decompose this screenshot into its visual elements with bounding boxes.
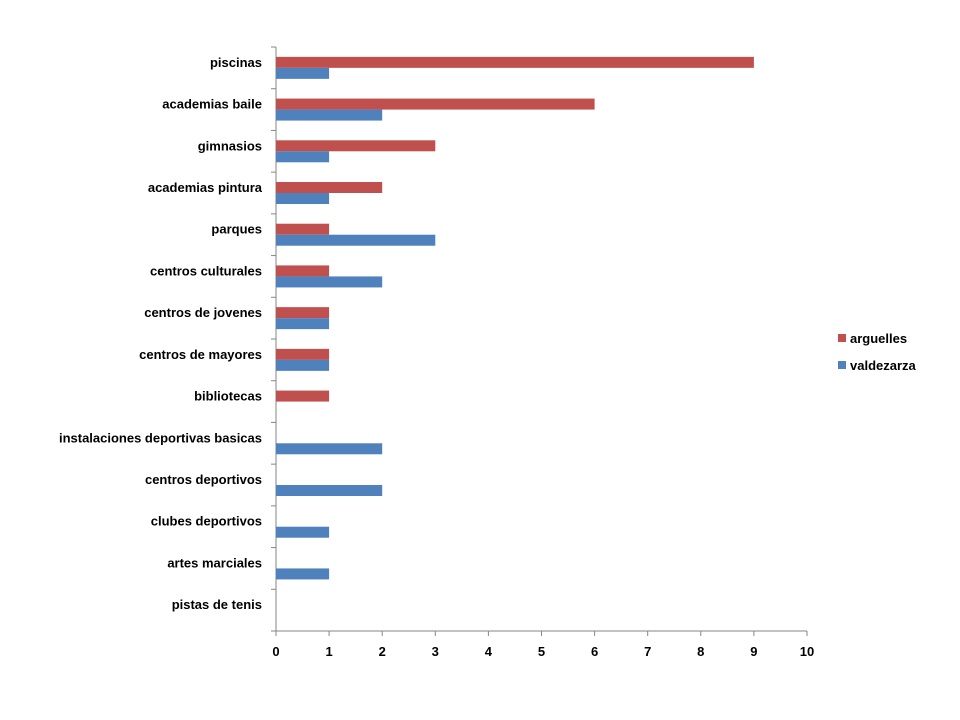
category-label: centros culturales <box>150 263 262 278</box>
bar-valdezarza <box>276 443 383 455</box>
bar-arguelles <box>276 348 330 360</box>
x-tick-label: 10 <box>800 644 814 659</box>
category-label: pistas de tenis <box>172 597 262 612</box>
bar-valdezarza <box>276 568 330 580</box>
category-label: clubes deportivos <box>151 514 262 529</box>
bar-arguelles <box>276 56 754 68</box>
legend-label-valdezarza: valdezarza <box>850 358 917 373</box>
category-label: gimnasios <box>198 138 262 153</box>
bar-valdezarza <box>276 318 330 330</box>
x-tick-label: 7 <box>644 644 651 659</box>
category-label: piscinas <box>210 55 262 70</box>
category-label: academias baile <box>162 97 262 112</box>
legend-swatch-arguelles <box>838 334 846 342</box>
x-tick-label: 2 <box>379 644 386 659</box>
bar-arguelles <box>276 140 436 152</box>
x-tick-label: 3 <box>432 644 439 659</box>
bar-arguelles <box>276 307 330 319</box>
bar-arguelles <box>276 265 330 277</box>
x-tick-label: 6 <box>591 644 598 659</box>
bar-arguelles <box>276 98 595 110</box>
x-tick-label: 1 <box>325 644 332 659</box>
category-label: artes marciales <box>167 555 262 570</box>
category-label: parques <box>211 222 262 237</box>
bar-valdezarza <box>276 109 383 121</box>
x-tick-label: 5 <box>538 644 545 659</box>
category-label: centros deportivos <box>145 472 262 487</box>
x-tick-label: 9 <box>750 644 757 659</box>
bar-valdezarza <box>276 151 330 163</box>
bar-valdezarza <box>276 526 330 538</box>
bar-valdezarza <box>276 234 436 246</box>
category-label: centros de jovenes <box>144 305 262 320</box>
legend-label-arguelles: arguelles <box>850 331 907 346</box>
bar-arguelles <box>276 182 383 193</box>
x-tick-label: 0 <box>272 644 279 659</box>
category-label: centros de mayores <box>139 347 262 362</box>
bar-arguelles <box>276 390 330 402</box>
bar-valdezarza <box>276 485 383 496</box>
x-tick-label: 8 <box>697 644 704 659</box>
bar-valdezarza <box>276 67 330 79</box>
category-label: academias pintura <box>148 180 263 195</box>
bar-valdezarza <box>276 193 330 204</box>
bar-valdezarza <box>276 276 383 288</box>
x-tick-label: 4 <box>485 644 493 659</box>
bar-arguelles <box>276 223 330 235</box>
bar-valdezarza <box>276 359 330 371</box>
category-label: bibliotecas <box>194 389 262 404</box>
category-label: instalaciones deportivas basicas <box>59 430 262 445</box>
legend-swatch-valdezarza <box>838 361 846 369</box>
